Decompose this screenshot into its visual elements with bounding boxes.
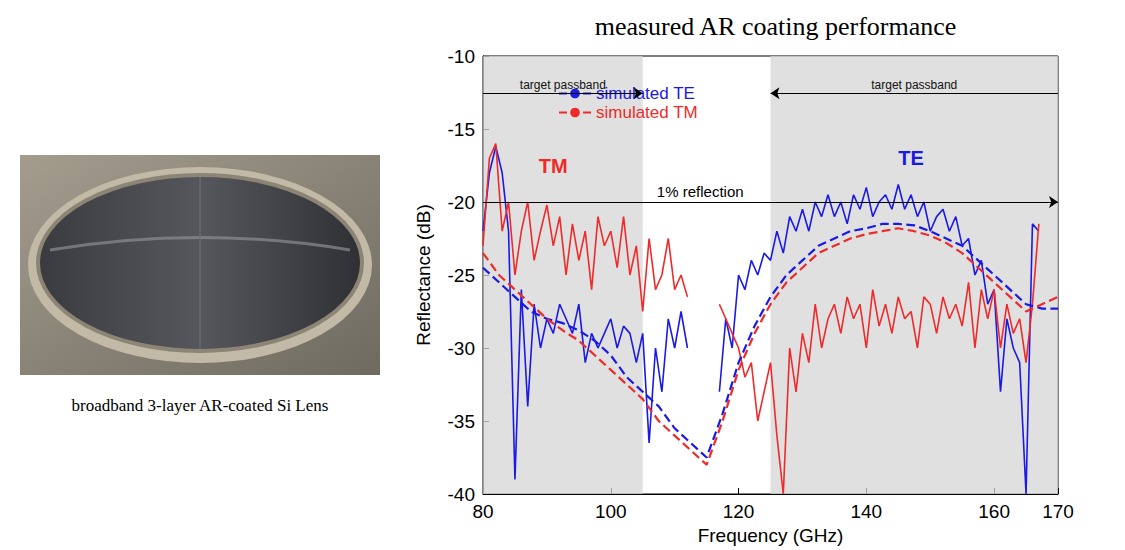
svg-text:target passband: target passband: [871, 78, 957, 92]
svg-text:80: 80: [472, 501, 493, 522]
svg-text:simulated TM: simulated TM: [596, 103, 698, 122]
svg-text:-10: -10: [448, 46, 475, 67]
svg-text:-40: -40: [448, 484, 475, 505]
svg-text:120: 120: [723, 501, 755, 522]
html-text:broadband 3-layer AR-coated Si: broadband 3-layer AR-coated Si Lens: [71, 396, 329, 415]
svg-text:simulated TE: simulated TE: [596, 84, 695, 103]
svg-text:-35: -35: [448, 411, 475, 432]
svg-text:100: 100: [595, 501, 627, 522]
svg-text:Reflectance (dB): Reflectance (dB): [413, 204, 434, 346]
svg-text:170: 170: [1042, 501, 1074, 522]
svg-text:Frequency (GHz): Frequency (GHz): [698, 525, 844, 546]
svg-text:target passband: target passband: [520, 78, 606, 92]
svg-text:160: 160: [978, 501, 1010, 522]
svg-text:-20: -20: [448, 192, 475, 213]
svg-text:measured AR coating performanc: measured AR coating performance: [595, 12, 957, 41]
svg-text:1% reflection: 1% reflection: [657, 183, 744, 200]
svg-text:TE: TE: [898, 147, 924, 169]
svg-text:-15: -15: [448, 119, 475, 140]
svg-text:-30: -30: [448, 338, 475, 359]
svg-text:-25: -25: [448, 265, 475, 286]
svg-text:140: 140: [850, 501, 882, 522]
svg-text:TM: TM: [539, 155, 568, 177]
